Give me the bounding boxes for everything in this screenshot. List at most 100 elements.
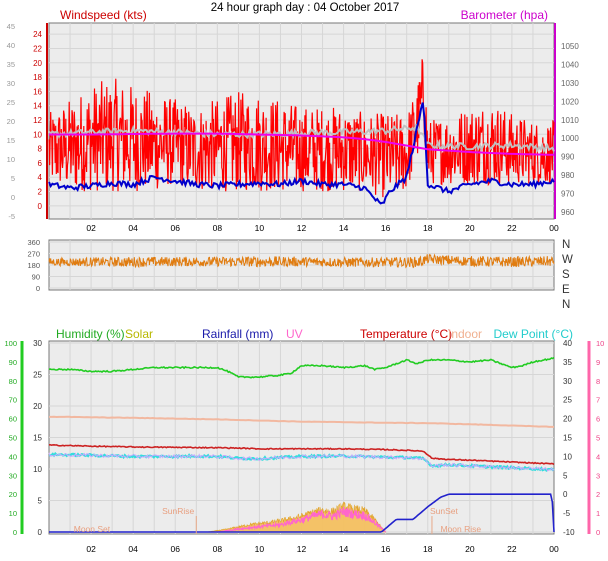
right-axis-tick: 1030 [561,79,579,88]
annotation-label: SunRise [162,506,194,516]
x-tick-label: 14 [339,223,349,233]
humidity-axis-tick: 60 [9,415,17,424]
left-axis-tick: 20 [33,402,42,411]
right-axis-tick: 1040 [561,60,579,69]
temperature-axis-tick: 25 [563,396,572,405]
solar-label: Solar [125,327,153,341]
cardinal-label: N [562,299,570,311]
dewpoint-label: Dew Point (°C) [494,327,573,341]
dewpoint-noise-line [48,452,555,472]
right-axis-tick: 1010 [561,116,579,125]
annotation-label: Moon Set [74,524,111,534]
annotation-label: SunSet [430,506,459,516]
humidity-axis-tick: 90 [9,358,17,367]
cardinal-label: S [562,269,570,281]
left-axis-tick: 24 [33,30,42,39]
outer-axis-tick: 10 [7,155,15,164]
rainfall-line [49,493,555,533]
outer-axis-tick: 15 [7,136,15,145]
outer-axis-tick: 45 [7,22,15,31]
humidity-axis-tick: 20 [9,490,17,499]
left-axis-tick: 22 [33,44,42,53]
x-tick-label: 20 [465,223,475,233]
x-tick-label: 08 [213,223,223,233]
outer-axis-tick: 5 [11,174,15,183]
uv-axis-tick: 6 [596,415,600,424]
temperature-axis-tick: 10 [563,452,572,461]
x-tick-label: 04 [128,544,138,554]
right-axis-tick: 980 [561,171,575,180]
left-axis-tick: 10 [33,130,42,139]
windspeed-low-line [48,102,555,205]
x-tick-label: 10 [255,223,265,233]
x-tick-label: 04 [128,223,138,233]
uv-axis-tick: 7 [596,396,600,405]
direction-axis-tick: 270 [27,250,40,259]
uv-line [217,506,387,533]
temperature-label: Temperature (°C) [360,327,452,341]
plots: 024681012141618202224-505101520253035404… [4,22,604,554]
humidity-axis-tick: 10 [9,509,17,518]
temperature-axis-tick: 40 [563,339,572,348]
x-tick-label: 00 [549,223,559,233]
left-axis-tick: 6 [38,159,43,168]
x-tick-label: 06 [171,544,181,554]
uv-axis-tick: 3 [596,471,600,480]
outer-axis-tick: 40 [7,41,15,50]
x-tick-label: 16 [381,223,391,233]
uv-label: UV [286,327,303,341]
barometer-line [49,132,555,156]
uv-axis-tick: 0 [596,528,600,537]
average-speed-line [48,123,555,154]
uv-axis-tick: 5 [596,434,600,443]
left-axis-tick: 12 [33,116,42,125]
left-axis-tick: 8 [38,145,43,154]
uv-axis-tick: 10 [596,339,604,348]
x-tick-label: 22 [507,223,517,233]
left-axis-tick: 0 [38,202,43,211]
uv-axis-tick: 4 [596,452,600,461]
left-axis-tick: 2 [38,188,43,197]
temperature-axis-tick: 15 [563,434,572,443]
x-tick-label: 08 [213,544,223,554]
indoor-label: Indoor [448,327,482,341]
direction-axis-tick: 180 [27,261,40,270]
uv-axis-tick: 8 [596,377,600,386]
x-tick-label: 18 [423,223,433,233]
temperature-axis-tick: 30 [563,377,572,386]
humidity-axis-tick: 30 [9,471,17,480]
uv-axis-tick: 9 [596,358,600,367]
left-axis-tick: 14 [33,102,42,111]
direction-line [48,253,555,269]
humidity-axis-tick: 0 [13,528,17,537]
left-axis-tick: 4 [38,173,43,182]
left-axis-tick: 10 [33,465,42,474]
humidity-axis-tick: 70 [9,396,17,405]
left-axis-tick: 5 [38,497,43,506]
x-tick-label: 06 [171,223,181,233]
uv-axis-tick: 1 [596,509,600,518]
temperature-axis-tick: 20 [563,415,572,424]
x-tick-label: 22 [507,544,517,554]
x-tick-label: 02 [86,544,96,554]
direction-axis-tick: 360 [27,238,40,247]
temperature-line [49,443,555,466]
right-axis-tick: 1020 [561,97,579,106]
humidity-axis-tick: 50 [9,434,17,443]
outer-axis-tick: 30 [7,79,15,88]
cardinal-label: W [562,254,573,266]
right-axis-tick: 1050 [561,42,579,51]
temperature-axis-tick: 0 [563,490,568,499]
left-axis-tick: 16 [33,87,42,96]
x-tick-label: 12 [297,223,307,233]
right-axis-tick: 990 [561,153,575,162]
x-tick-label: 18 [423,544,433,554]
x-tick-label: 02 [86,223,96,233]
left-axis-tick: 20 [33,59,42,68]
outer-axis-tick: 20 [7,117,15,126]
humidity-line [48,356,555,379]
cardinal-label: N [562,239,570,251]
humidity-axis-tick: 80 [9,377,17,386]
uv-axis-tick: 2 [596,490,600,499]
